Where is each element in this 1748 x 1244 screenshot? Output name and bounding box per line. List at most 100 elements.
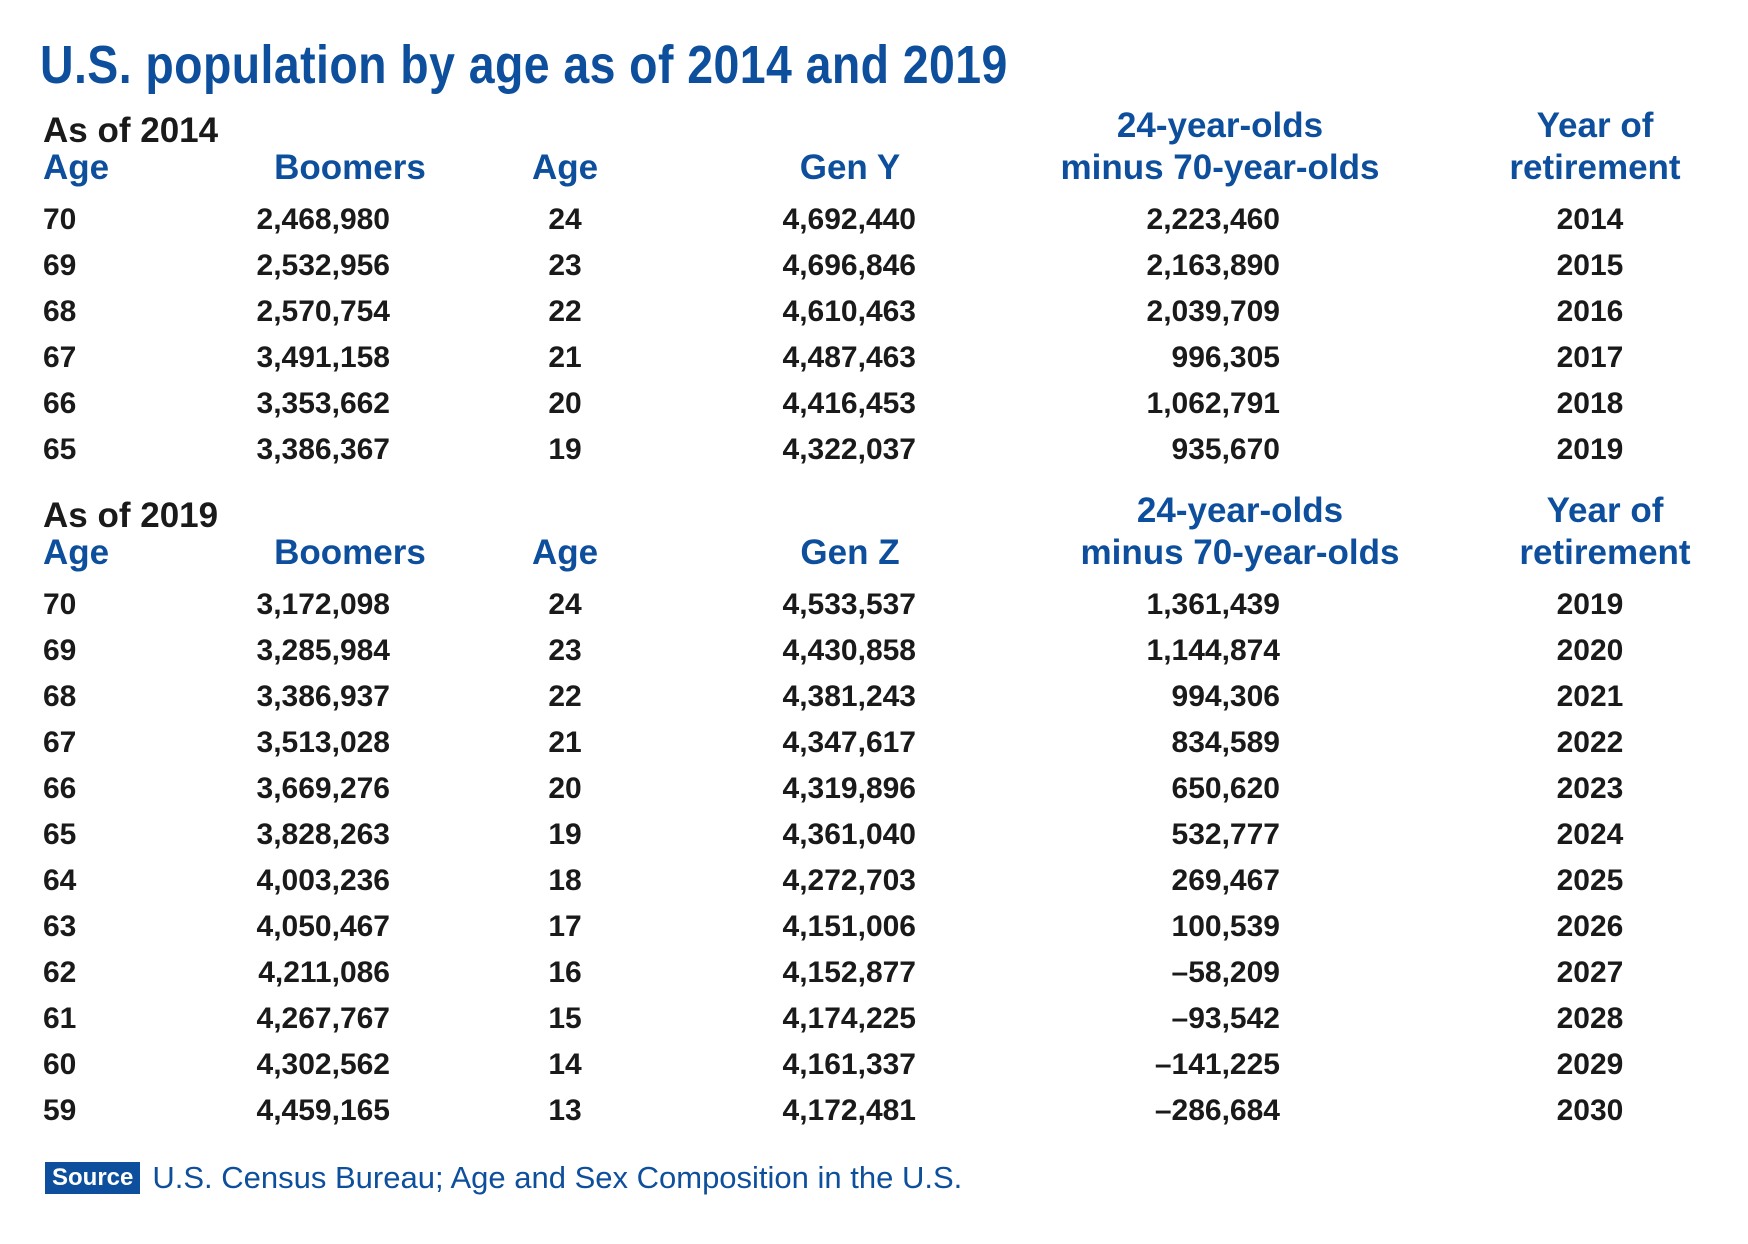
table-cell: 1,144,874 [1146, 634, 1280, 667]
table-cell: 2020 [1556, 634, 1624, 667]
table-cell: 2019 [1556, 588, 1624, 621]
table-cell: 4,347,617 [782, 726, 916, 759]
table-cell: 2,039,709 [1146, 295, 1280, 328]
table-cell: 62 [43, 956, 77, 989]
table-cell: 2026 [1556, 910, 1624, 943]
table-cell: 3,513,028 [256, 726, 390, 759]
table-cell: 996,305 [1171, 341, 1280, 374]
chart-title: U.S. population by age as of 2014 and 20… [40, 35, 1008, 95]
table-cell: 994,306 [1171, 680, 1280, 713]
table-cell: 2019 [1556, 433, 1624, 466]
table-cell: 23 [548, 249, 582, 282]
table-cell: 2022 [1556, 726, 1624, 759]
column-header: retirement [1519, 533, 1691, 572]
table-cell: 269,467 [1171, 864, 1280, 897]
table-cell: 2029 [1556, 1048, 1624, 1081]
table-cell: 4,174,225 [782, 1002, 916, 1035]
table-cell: 4,003,236 [256, 864, 390, 897]
table-cell: 4,533,537 [782, 588, 916, 621]
column-header: retirement [1509, 148, 1681, 187]
table-cell: 2,468,980 [256, 203, 390, 236]
table-cell: 67 [43, 341, 77, 374]
table-cell: 3,386,367 [256, 433, 390, 466]
table-cell: 2021 [1556, 680, 1624, 713]
table-cell: 59 [43, 1094, 77, 1127]
table-cell: 66 [43, 387, 77, 420]
column-header: Year of [1546, 491, 1664, 530]
column-header: Age [531, 533, 599, 572]
table-cell: 63 [43, 910, 77, 943]
table-cell: 64 [43, 864, 77, 897]
table-cell: 2018 [1556, 387, 1624, 420]
table-cell: 2023 [1556, 772, 1624, 805]
table-cell: 66 [43, 772, 77, 805]
table-cell: 4,272,703 [782, 864, 916, 897]
table-cell: 16 [548, 956, 582, 989]
table-cell: 65 [43, 433, 77, 466]
table-cell: 3,172,098 [256, 588, 390, 621]
source-badge: Source [45, 1162, 141, 1194]
table-cell: 2016 [1556, 295, 1624, 328]
table-cell: 19 [548, 433, 582, 466]
table-cell: 19 [548, 818, 582, 851]
column-header: Year of [1536, 106, 1654, 145]
table-cell: 3,353,662 [256, 387, 390, 420]
table-cell: 2027 [1556, 956, 1624, 989]
table-cell: 67 [43, 726, 77, 759]
table-cell: 21 [548, 341, 582, 374]
table-cell: 13 [548, 1094, 582, 1127]
table-cell: 14 [548, 1048, 582, 1081]
table-cell: 18 [548, 864, 582, 897]
table-cell: 100,539 [1171, 910, 1280, 943]
table-cell: 3,491,158 [256, 341, 390, 374]
column-header: 24-year-olds [1136, 491, 1344, 530]
table-cell: 65 [43, 818, 77, 851]
table-cell: 4,211,086 [258, 956, 390, 989]
table-cell: 4,487,463 [782, 341, 916, 374]
source-line: Source U.S. Census Bureau; Age and Sex C… [45, 1160, 962, 1196]
table-cell: 4,459,165 [256, 1094, 390, 1127]
table-cell: 17 [548, 910, 582, 943]
table-cell: 2028 [1556, 1002, 1624, 1035]
column-header: Age [531, 148, 599, 187]
column-header: minus 70-year-olds [1080, 533, 1400, 572]
table-cell: 4,151,006 [782, 910, 916, 943]
table-cell: 2025 [1556, 864, 1624, 897]
column-header: Boomers [274, 533, 426, 572]
table-cell: 4,361,040 [782, 818, 916, 851]
table-cell: 4,319,896 [782, 772, 916, 805]
table-cell: –141,225 [1154, 1048, 1280, 1081]
table-cell: 834,589 [1171, 726, 1280, 759]
table-cell: 1,062,791 [1146, 387, 1280, 420]
table-cell: 4,172,481 [782, 1094, 916, 1127]
table-cell: 935,670 [1171, 433, 1280, 466]
table-cell: 68 [43, 295, 77, 328]
table-cell: 4,050,467 [256, 910, 390, 943]
table-cell: 2015 [1556, 249, 1624, 282]
table-cell: 69 [43, 249, 77, 282]
column-header: 24-year-olds [1116, 106, 1324, 145]
table-cell: 4,430,858 [782, 634, 916, 667]
table-cell: 23 [548, 634, 582, 667]
table-cell: 2014 [1556, 203, 1624, 236]
table-cell: 3,386,937 [256, 680, 390, 713]
table-cell: 68 [43, 680, 77, 713]
table-cell: 4,381,243 [782, 680, 916, 713]
table-cell: 4,610,463 [782, 295, 916, 328]
table-cell: 4,302,562 [256, 1048, 390, 1081]
column-header: minus 70-year-olds [1060, 148, 1380, 187]
table-cell: –93,542 [1171, 1002, 1280, 1035]
table-cell: 532,777 [1171, 818, 1280, 851]
table-cell: 3,285,984 [256, 634, 390, 667]
table-cell: 24 [548, 588, 582, 621]
section-label: As of 2019 [43, 496, 219, 535]
column-header: Age [43, 533, 110, 572]
table-cell: 3,828,263 [256, 818, 390, 851]
table-cell: 70 [43, 588, 77, 621]
table-cell: 2017 [1556, 341, 1624, 374]
table-cell: 22 [548, 295, 582, 328]
table-cell: 2,223,460 [1146, 203, 1280, 236]
table-cell: 24 [548, 203, 582, 236]
table-cell: 60 [43, 1048, 77, 1081]
source-text: U.S. Census Bureau; Age and Sex Composit… [152, 1160, 963, 1195]
